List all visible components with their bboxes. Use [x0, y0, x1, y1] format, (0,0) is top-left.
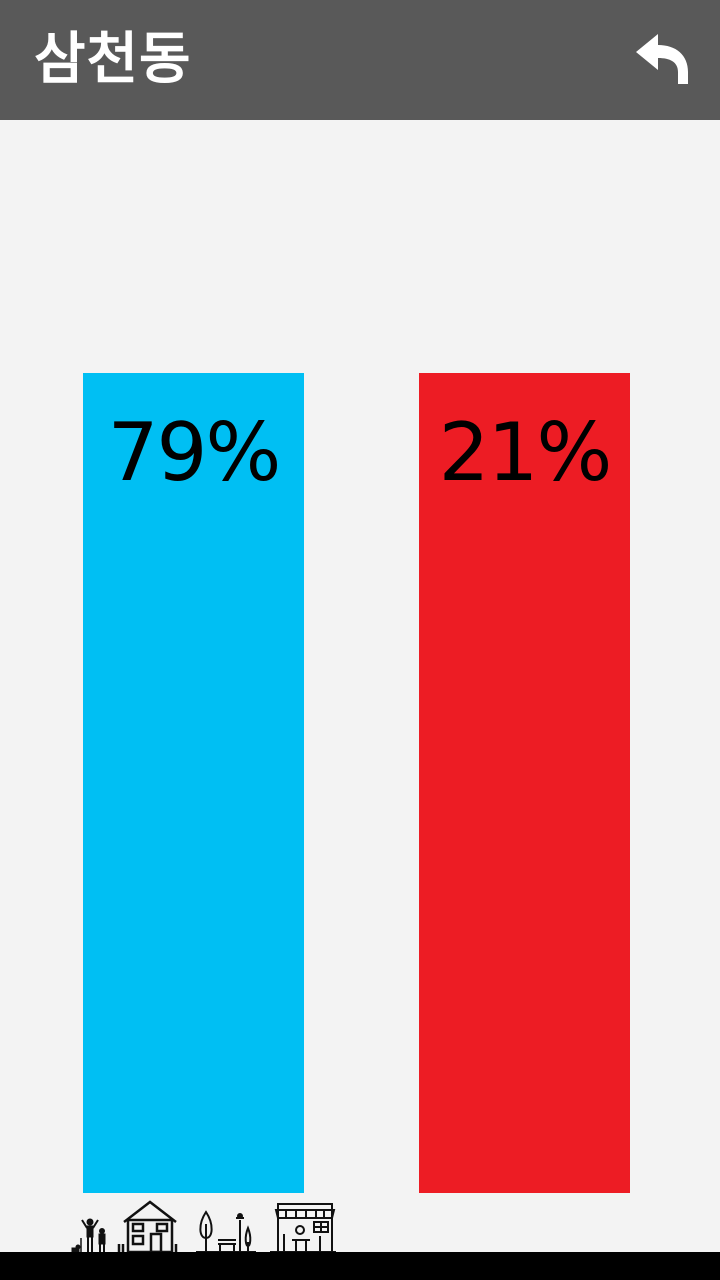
people-icon: [71, 1218, 106, 1253]
bar-no: 21%: [419, 373, 630, 1193]
bar-label-no: 21%: [438, 406, 613, 499]
app-header: 삼천동: [0, 0, 720, 120]
house-icon: [117, 1200, 178, 1254]
undo-arrow-icon: [636, 34, 688, 84]
bottom-bar: [0, 1252, 720, 1280]
back-button[interactable]: [630, 30, 694, 90]
bar-label-yes: 79%: [107, 406, 282, 499]
bar-yes: 79%: [83, 373, 304, 1193]
shop-icon: [270, 1203, 336, 1253]
page-title: 삼천동: [34, 27, 192, 92]
town-illustration: [70, 1198, 340, 1254]
park-icon: [196, 1210, 256, 1253]
